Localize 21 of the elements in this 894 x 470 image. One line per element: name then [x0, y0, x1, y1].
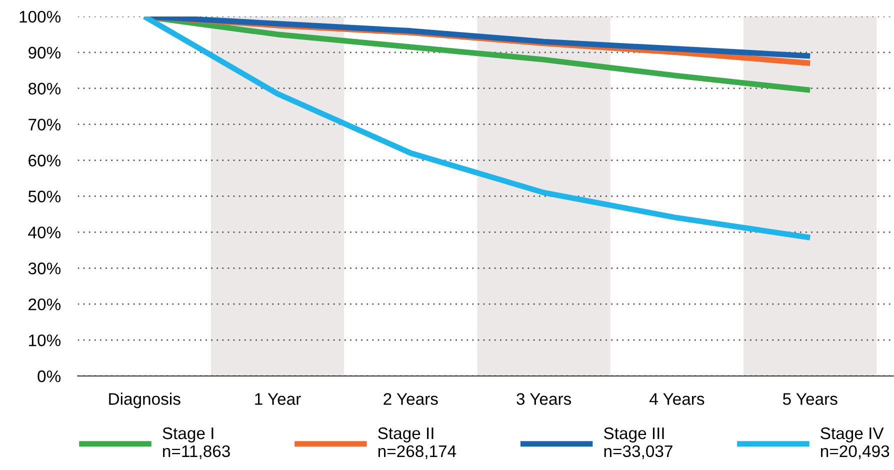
y-tick-label: 100%	[20, 10, 61, 23]
y-tick-label: 0%	[38, 370, 61, 382]
y-tick-label: 80%	[28, 82, 61, 95]
x-tick-label: 1 Year	[255, 393, 301, 405]
x-tick-label: 5 Years	[782, 393, 838, 405]
y-tick-label: 60%	[28, 154, 61, 166]
x-tick-label: Diagnosis	[109, 392, 180, 408]
y-tick-label: 20%	[28, 298, 61, 310]
y-tick-label: 70%	[28, 118, 61, 131]
x-tick-label: 2 Years	[384, 393, 438, 405]
legend-label: Stage III n=33,037	[604, 427, 672, 460]
legend-label: Stage IV n=20,493	[820, 427, 890, 460]
y-tick-label: 10%	[29, 334, 61, 346]
x-tick-label: 4 Years	[650, 393, 704, 405]
legend-label: Stage I n=11,863	[162, 427, 230, 460]
x-tick-label: 3 Years	[516, 393, 572, 405]
y-tick-label: 30%	[28, 262, 61, 274]
y-tick-label: 90%	[28, 46, 61, 59]
y-tick-label: 40%	[28, 226, 61, 238]
y-tick-label: 50%	[28, 190, 61, 202]
legend-label: Stage II n=268,174	[378, 427, 456, 460]
